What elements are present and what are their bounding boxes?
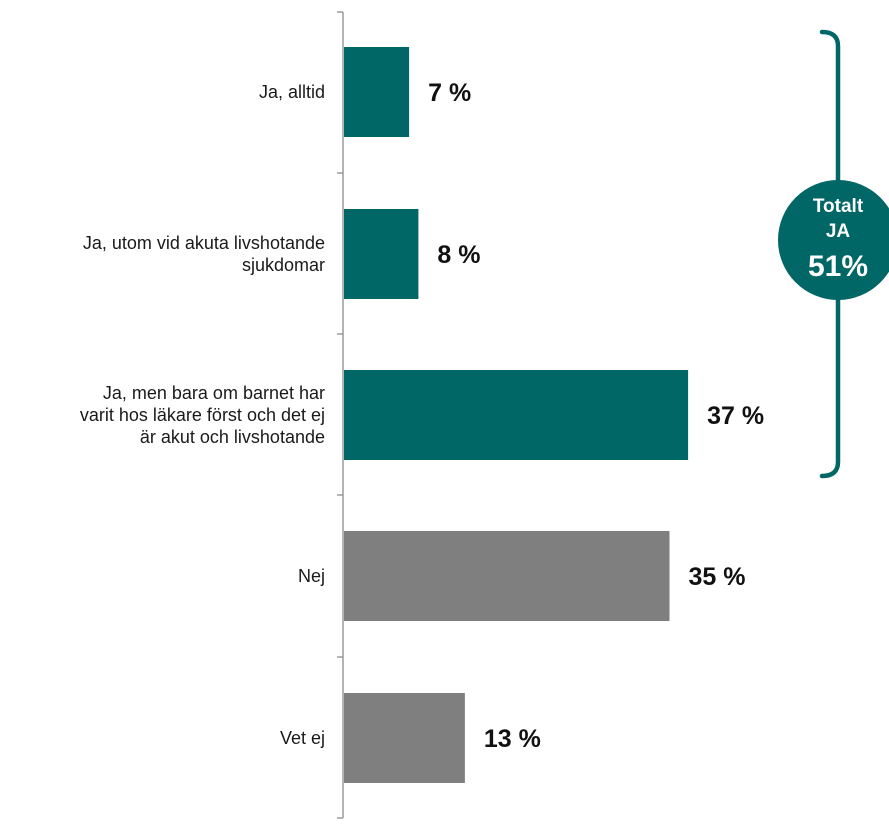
category-label: Ja, men bara om barnet har varit hos läka… <box>80 383 325 447</box>
category-label: Ja, utom vid akuta livshotande sjukdomar <box>83 233 325 275</box>
value-label: 13 % <box>484 725 541 753</box>
bar <box>344 693 465 783</box>
category-label-line: Vet ej <box>280 728 325 748</box>
category-label-line: Ja, utom vid akuta livshotande <box>83 233 325 253</box>
value-label: 7 % <box>428 79 471 107</box>
category-label-line: Nej <box>298 566 325 586</box>
category-label-line: varit hos läkare först och det ej <box>80 405 325 425</box>
category-label: Vet ej <box>280 728 325 748</box>
bar <box>344 47 410 137</box>
value-label: 37 % <box>707 402 764 430</box>
category-label-line: Ja, men bara om barnet har <box>103 383 325 403</box>
value-label: 8 % <box>437 241 480 269</box>
total-ja-badge-text: 51% <box>808 250 868 283</box>
annotation-layer: Totalt JA 51% <box>778 29 889 479</box>
category-label: Ja, alltid <box>259 82 325 102</box>
bar-layer <box>344 47 689 783</box>
axis-layer <box>337 11 344 819</box>
total-ja-badge <box>778 180 889 300</box>
total-ja-badge-text: Totalt <box>813 196 864 217</box>
bar <box>344 370 689 460</box>
category-label-line: sjukdomar <box>242 255 325 275</box>
category-label-line: är akut och livshotande <box>140 427 325 447</box>
category-label-line: Ja, alltid <box>259 82 325 102</box>
category-label: Nej <box>298 566 325 586</box>
bar <box>344 531 670 621</box>
total-ja-badge-text: JA <box>826 221 851 242</box>
total-ja-bracket: Totalt JA 51% <box>778 29 889 479</box>
label-layer: 7 % Ja, alltid 8 % Ja, utom vid akuta livsh… <box>80 79 764 753</box>
value-label: 35 % <box>689 563 746 591</box>
bar <box>344 209 419 299</box>
